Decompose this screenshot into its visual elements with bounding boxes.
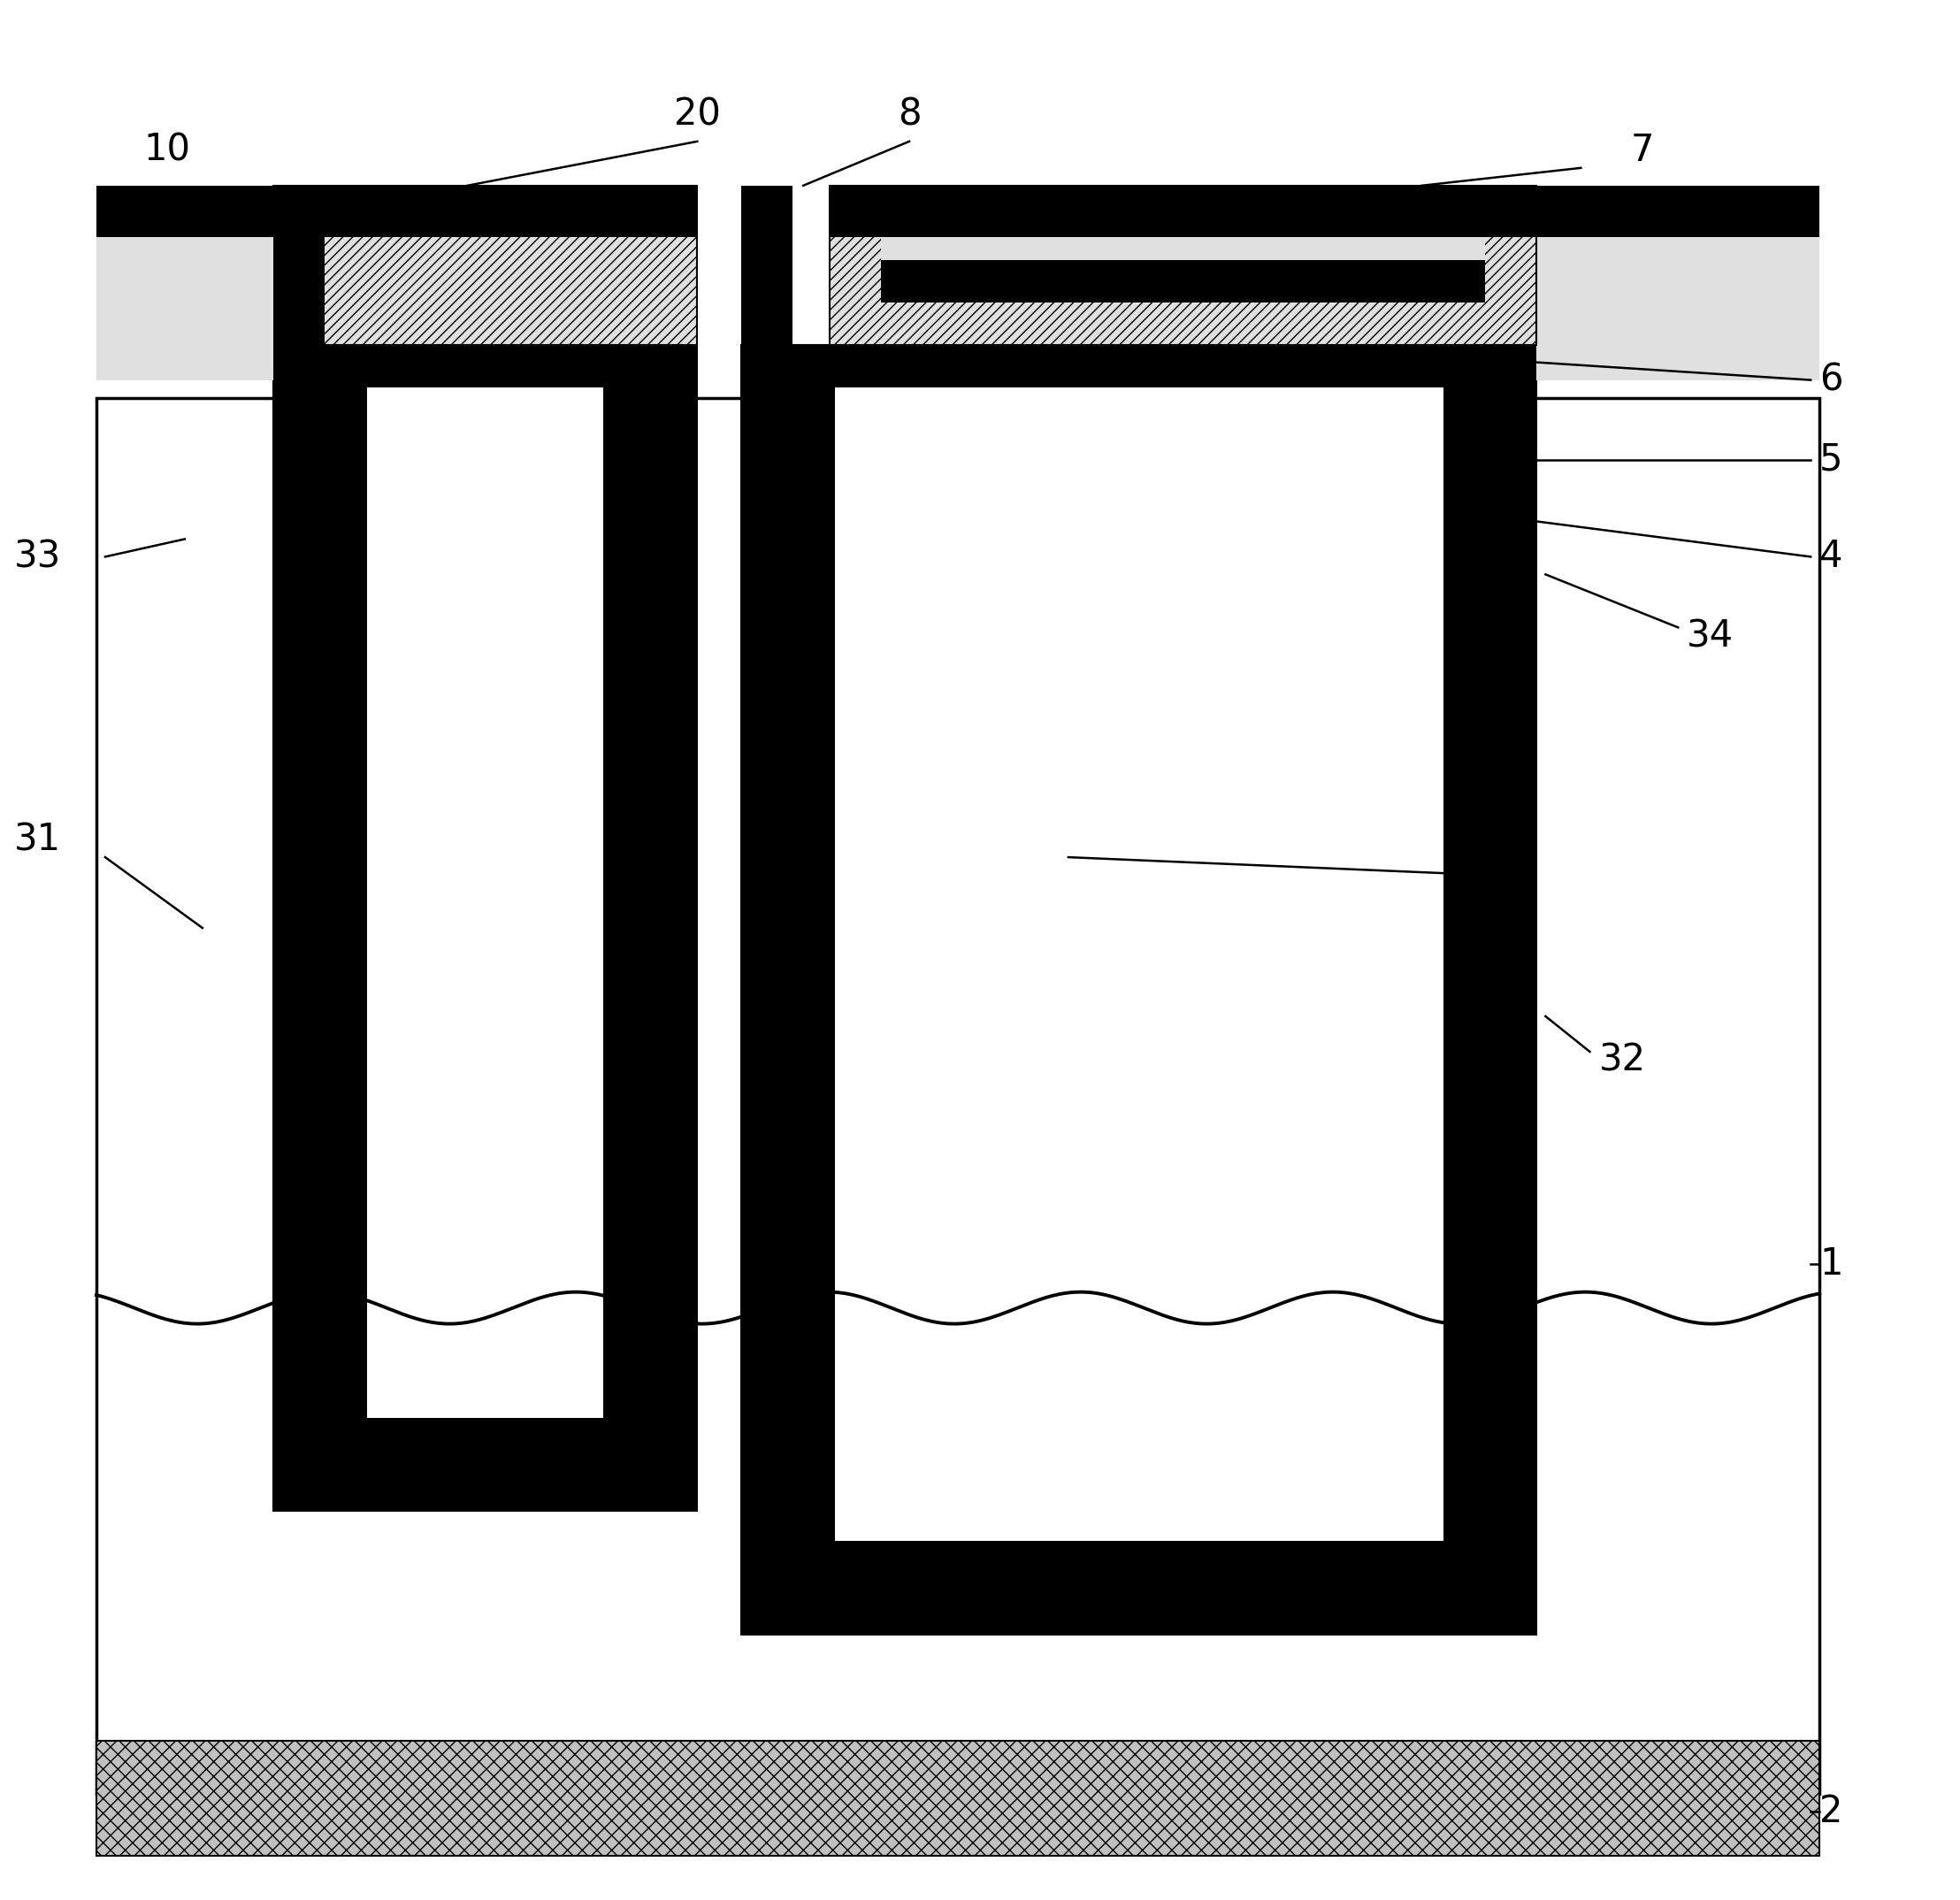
Bar: [323, 344, 367, 1459]
Bar: [272, 1459, 698, 1510]
Bar: [741, 186, 792, 1634]
Bar: [323, 344, 647, 1459]
Text: 3: 3: [1492, 864, 1517, 902]
Bar: [792, 1541, 1486, 1583]
Bar: [1443, 344, 1486, 1583]
Bar: [1486, 186, 1819, 238]
Bar: [272, 186, 323, 1511]
Text: 6: 6: [1819, 361, 1842, 399]
Bar: [1486, 186, 1537, 1634]
Text: 7: 7: [1631, 131, 1654, 169]
Bar: [829, 186, 1537, 344]
Bar: [367, 388, 604, 1417]
Bar: [323, 1417, 647, 1459]
Bar: [882, 260, 1486, 302]
Text: 4: 4: [1819, 538, 1842, 576]
Bar: [604, 344, 647, 1459]
Text: 8: 8: [898, 97, 921, 133]
Text: 20: 20: [674, 97, 721, 133]
Bar: [829, 186, 1537, 238]
Bar: [647, 344, 698, 1511]
Text: 31: 31: [14, 821, 61, 859]
Bar: [96, 186, 323, 238]
Bar: [792, 344, 835, 1583]
Bar: [792, 344, 1486, 1583]
Text: 5: 5: [1819, 441, 1842, 479]
Bar: [272, 344, 698, 1511]
Bar: [272, 186, 698, 344]
Bar: [96, 397, 1819, 1794]
Bar: [96, 1740, 1819, 1856]
Text: 9: 9: [1074, 184, 1098, 222]
Text: 33: 33: [14, 538, 61, 576]
Bar: [323, 344, 647, 388]
Bar: [96, 238, 272, 380]
Bar: [882, 238, 1486, 302]
Bar: [792, 344, 1486, 388]
Bar: [741, 1583, 1537, 1634]
Text: 10: 10: [143, 131, 190, 169]
Bar: [272, 186, 698, 238]
Text: 32: 32: [1599, 1041, 1646, 1079]
Text: 2: 2: [1819, 1794, 1842, 1830]
Bar: [1537, 238, 1819, 380]
Bar: [741, 344, 1537, 1634]
Text: 34: 34: [1688, 618, 1735, 656]
Text: 1: 1: [1819, 1244, 1842, 1282]
Bar: [835, 388, 1443, 1541]
